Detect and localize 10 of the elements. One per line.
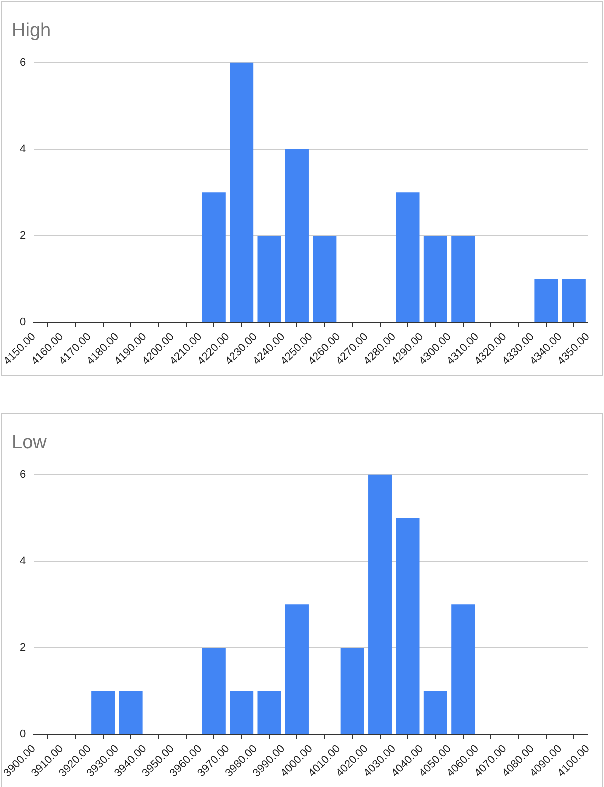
- y-tick-label: 2: [20, 642, 26, 654]
- y-tick-label: 6: [20, 468, 26, 481]
- chart-title: Low: [12, 432, 48, 454]
- y-tick-label: 2: [20, 230, 26, 242]
- y-tick-label: 4: [20, 555, 26, 568]
- y-tick-label: 6: [20, 56, 26, 69]
- y-tick-label: 4: [20, 143, 26, 156]
- y-tick-label: 0: [20, 728, 26, 741]
- y-tick-label: 0: [20, 316, 26, 329]
- chart-title: High: [12, 20, 52, 42]
